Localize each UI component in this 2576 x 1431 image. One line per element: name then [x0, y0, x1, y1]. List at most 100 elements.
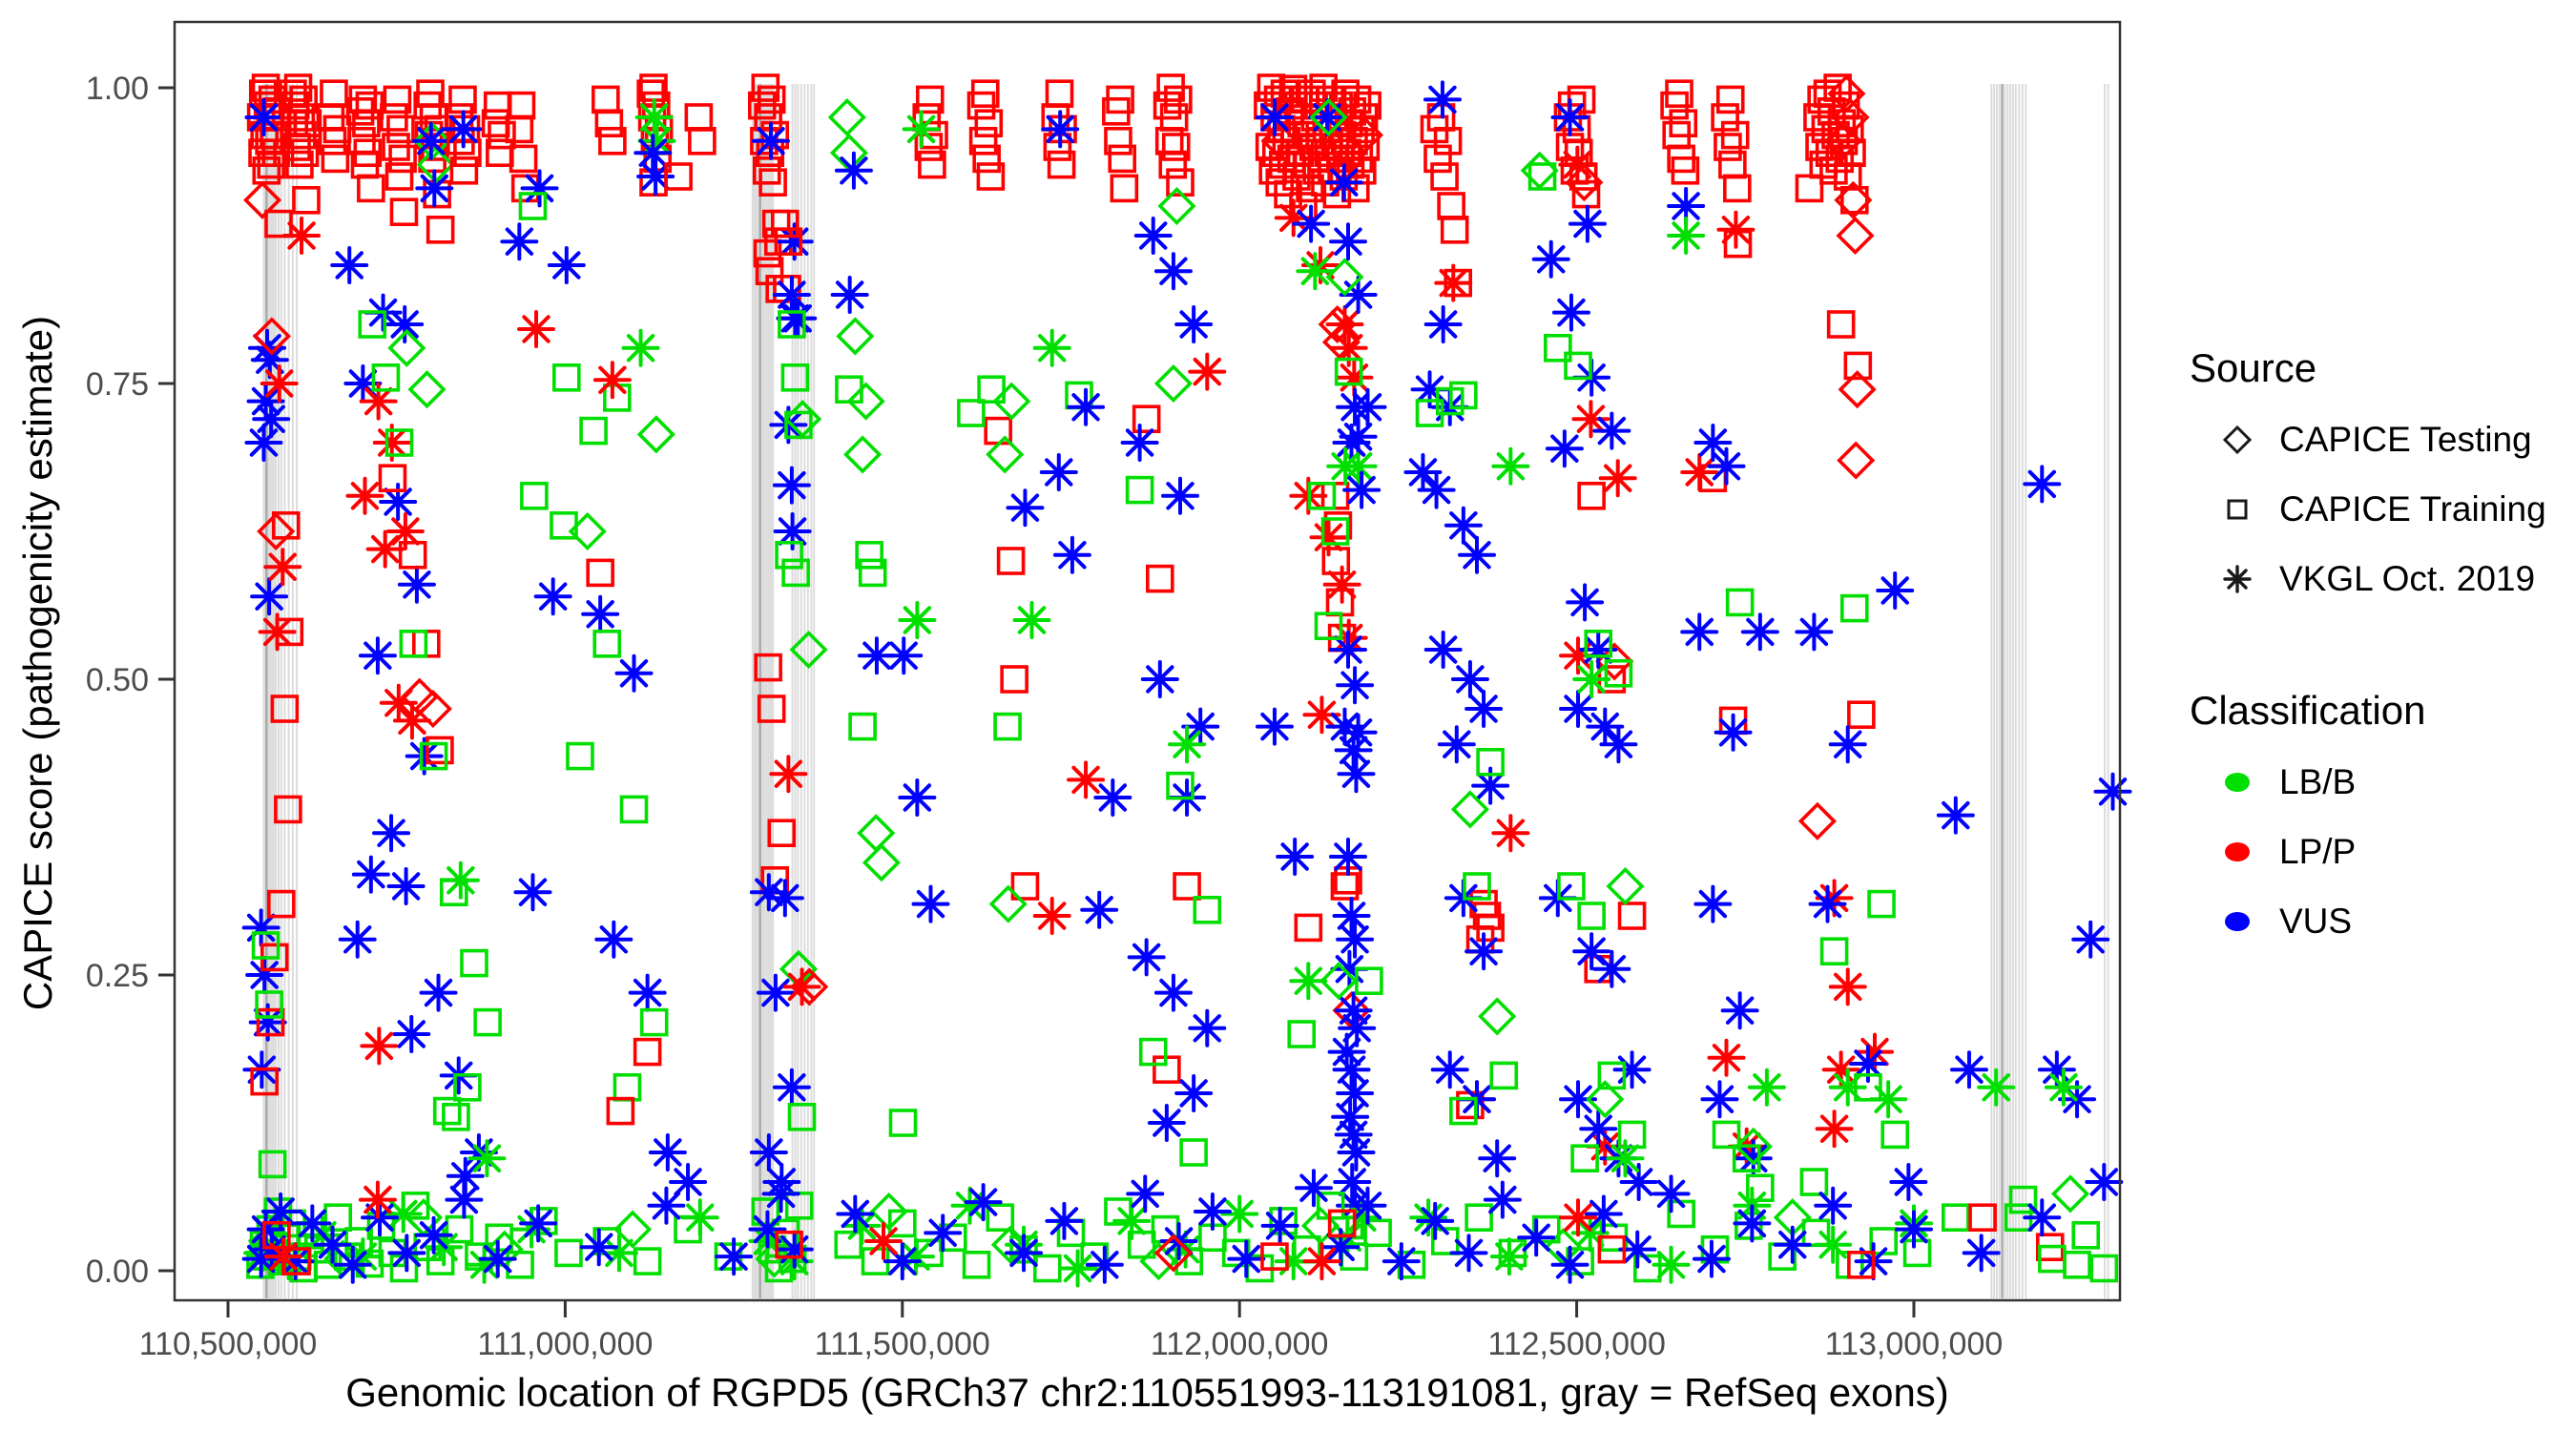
point-asterisk	[1693, 884, 1733, 923]
point-square	[787, 1103, 817, 1131]
point-asterisk	[1327, 1032, 1366, 1071]
point-asterisk	[1308, 98, 1347, 136]
point-diamond	[986, 435, 1025, 474]
point-asterisk	[1348, 1186, 1387, 1225]
point-asterisk	[1707, 446, 1746, 486]
point-asterisk	[1465, 932, 1504, 971]
point-square	[1531, 1214, 1561, 1244]
point-square	[1715, 85, 1745, 114]
point-asterisk	[1174, 1074, 1214, 1112]
point-asterisk	[1815, 1110, 1854, 1149]
point-square	[353, 138, 383, 167]
point-square	[1323, 510, 1353, 540]
point-asterisk	[1227, 1239, 1266, 1278]
legend-item-vkgl: VKGL Oct. 2019	[2190, 544, 2562, 613]
point-asterisk	[775, 1230, 814, 1269]
point-square	[1000, 665, 1028, 694]
point-diamond	[1478, 997, 1517, 1036]
point-asterisk	[1570, 1213, 1610, 1253]
point-diamond	[1797, 801, 1837, 840]
x-tick-label: 113,000,000	[1825, 1326, 2004, 1362]
point-asterisk	[1895, 1210, 1933, 1249]
point-square	[445, 1214, 474, 1244]
point-diamond	[1153, 363, 1193, 404]
point-square	[633, 1247, 662, 1275]
point-asterisk	[896, 1237, 935, 1276]
point-asterisk	[1153, 252, 1193, 291]
point-asterisk	[1336, 387, 1375, 426]
point-diamond	[1586, 1080, 1625, 1119]
point-asterisk	[1584, 1194, 1623, 1234]
asterisk-icon	[2223, 564, 2252, 593]
point-square	[2038, 1244, 2067, 1274]
point-asterisk	[1869, 1080, 1908, 1119]
point-square	[579, 416, 608, 446]
point-asterisk	[361, 1198, 400, 1237]
point-asterisk	[533, 577, 572, 616]
point-square	[1010, 872, 1040, 901]
point-asterisk	[351, 855, 390, 894]
point-asterisk	[1592, 411, 1631, 450]
point-square	[271, 510, 301, 540]
point-square	[688, 127, 717, 156]
point-diamond	[827, 97, 866, 137]
point-asterisk	[1328, 838, 1367, 876]
point-asterisk	[1067, 760, 1106, 799]
point-asterisk	[924, 1213, 963, 1253]
point-square	[1166, 771, 1195, 800]
point-square	[358, 310, 387, 339]
point-diamond	[1827, 74, 1866, 114]
point-asterisk	[338, 920, 377, 959]
point-asterisk	[773, 512, 812, 550]
point-asterisk	[1255, 707, 1294, 746]
point-square	[757, 85, 786, 114]
point-asterisk	[1876, 571, 1915, 610]
point-diamond	[1450, 790, 1489, 829]
point-asterisk	[250, 341, 289, 380]
point-asterisk	[1430, 1050, 1469, 1089]
point-square	[1045, 79, 1074, 108]
point-square	[1570, 1144, 1599, 1172]
point-asterisk	[1598, 459, 1637, 498]
point-asterisk	[1559, 1080, 1598, 1119]
point-square	[518, 192, 548, 220]
point-asterisk	[1324, 163, 1363, 202]
point-square	[1564, 351, 1592, 381]
point-asterisk	[1333, 1163, 1372, 1201]
point-square	[1327, 1209, 1357, 1238]
point-asterisk	[1337, 755, 1376, 794]
point-diamond	[869, 1192, 908, 1232]
point-asterisk	[1716, 210, 1755, 249]
point-square	[858, 558, 887, 588]
point-asterisk	[359, 382, 398, 421]
y-tick-label: 0.75	[86, 366, 149, 403]
point-asterisk	[1423, 80, 1462, 119]
point-asterisk	[250, 577, 289, 616]
point-asterisk	[1321, 1228, 1361, 1267]
point-square	[1671, 156, 1700, 185]
point-asterisk	[1127, 938, 1166, 977]
point-square	[1320, 517, 1350, 546]
point-asterisk	[911, 884, 950, 923]
point-asterisk	[1403, 453, 1443, 491]
point-asterisk	[1517, 1218, 1556, 1257]
point-asterisk	[293, 1204, 332, 1243]
point-asterisk	[1296, 252, 1335, 291]
point-asterisk	[1338, 1008, 1377, 1047]
point-square	[1351, 133, 1381, 161]
point-asterisk	[1188, 352, 1227, 391]
point-square	[1449, 1096, 1478, 1126]
point-asterisk	[1962, 1234, 2001, 1273]
point-square	[993, 712, 1022, 741]
point-asterisk	[1592, 949, 1631, 988]
point-square	[1437, 192, 1465, 220]
point-asterisk	[372, 424, 411, 462]
square-icon	[2227, 499, 2248, 519]
point-asterisk	[384, 1194, 423, 1234]
point-square	[1880, 1120, 1910, 1150]
point-asterisk	[244, 424, 283, 462]
point-asterisk	[1334, 1115, 1373, 1154]
point-square	[384, 428, 414, 457]
point-asterisk	[1465, 690, 1504, 728]
point-asterisk	[1140, 660, 1179, 698]
